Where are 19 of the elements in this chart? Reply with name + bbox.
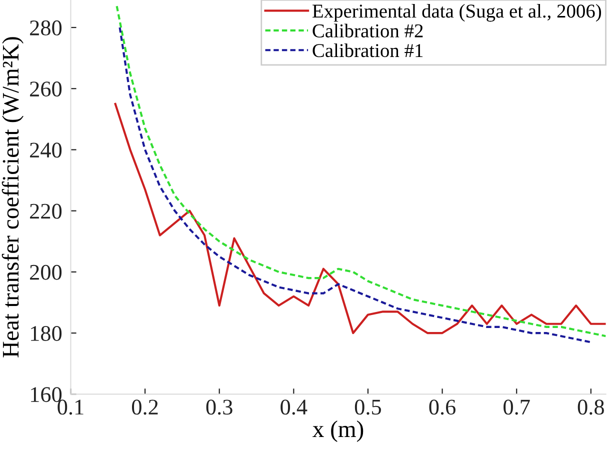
y-tick-label: 220 — [30, 204, 62, 219]
x-tick-label: 0.8 — [578, 400, 604, 415]
y-tick-label: 260 — [30, 82, 62, 97]
x-tick-label: 0.4 — [280, 400, 308, 415]
y-tick-label: 180 — [31, 326, 62, 341]
legend-label: Calibration #1 — [312, 43, 423, 58]
x-axis-title: x (m) — [312, 420, 364, 442]
legend-label: Calibration #2 — [312, 24, 423, 38]
x-tick-label: 0.6 — [429, 400, 456, 415]
y-tick-label: 200 — [30, 264, 62, 280]
x-tick-label: 0.5 — [354, 400, 381, 415]
line-series — [114, 102, 606, 334]
y-axis-title: Heat transfer coefficient (W/m²K) — [2, 37, 24, 358]
y-tick-label: 240 — [30, 142, 62, 158]
x-tick-label: 0.7 — [504, 400, 530, 415]
y-tick-label: 280 — [30, 20, 62, 36]
x-tick-label: 0.3 — [206, 400, 232, 415]
legend-label: Experimental data (Suga et al., 2006) — [312, 4, 602, 22]
x-tick-label: 0.2 — [132, 400, 158, 415]
